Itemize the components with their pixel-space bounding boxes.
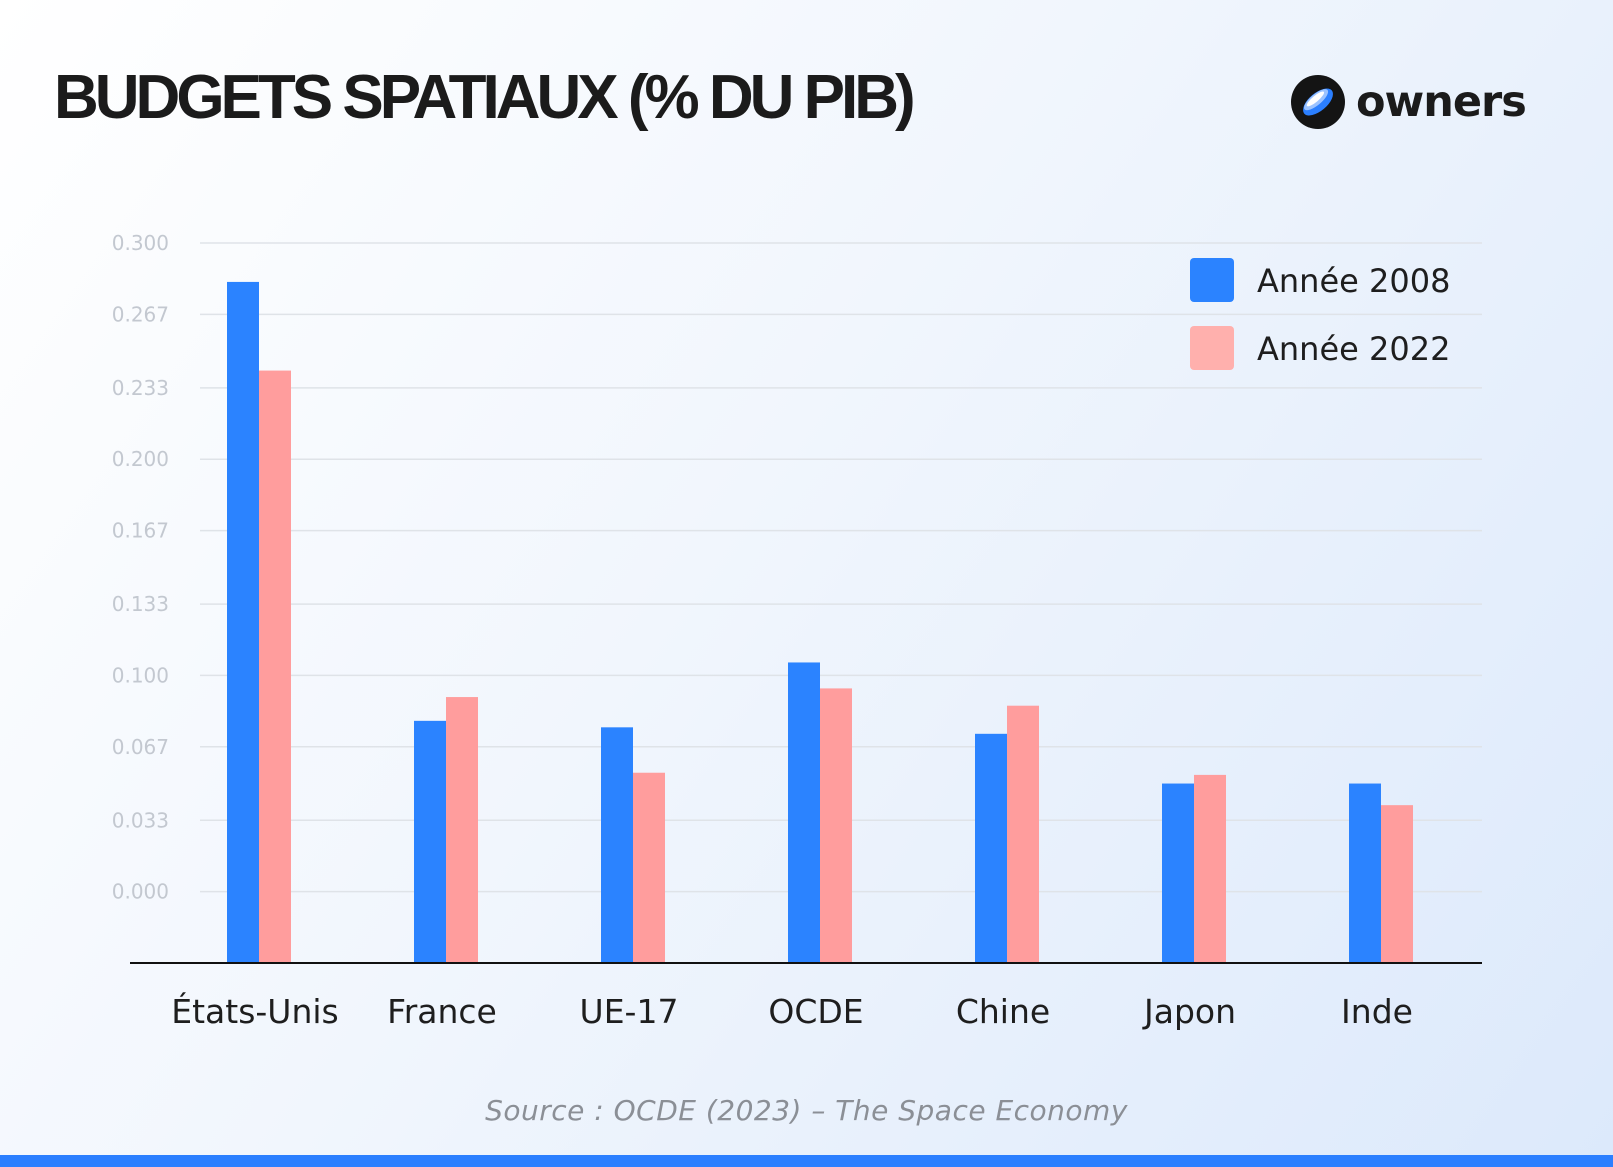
brand-logo: owners: [1290, 72, 1527, 132]
bar-2022-3: [820, 688, 852, 963]
source-note: Source : OCDE (2023) – The Space Economy: [485, 1094, 1128, 1127]
legend-swatch: [1190, 258, 1234, 302]
bar-2022-5: [1194, 774, 1226, 963]
x-tick-label: Japon: [1142, 992, 1236, 1031]
bar-2008-0: [227, 281, 259, 963]
bar-2022-4: [1007, 705, 1039, 963]
y-tick-label: 0.067: [112, 735, 169, 759]
y-tick-label: 0.133: [112, 592, 169, 616]
owners-logo-icon: [1291, 75, 1345, 129]
bar-2022-6: [1381, 805, 1413, 963]
bar-2008-4: [975, 733, 1007, 963]
y-tick-label: 0.300: [112, 231, 169, 255]
bar-2022-0: [259, 370, 291, 963]
bar-2008-1: [414, 720, 446, 963]
y-tick-label: 0.167: [112, 519, 169, 543]
y-tick-label: 0.233: [112, 376, 169, 400]
y-axis-ticks: 0.300 0.267 0.233 0.200 0.167 0.133 0.100 0.067…: [112, 231, 169, 904]
x-tick-label: États-Unis: [171, 991, 338, 1031]
page-title: BUDGETS SPATIAUX (% DU PIB): [54, 63, 916, 132]
legend-label: Année 2008: [1257, 262, 1450, 300]
legend-label: Année 2022: [1257, 330, 1450, 368]
legend-swatch: [1190, 326, 1234, 370]
bar-2008-3: [788, 662, 820, 963]
x-tick-label: OCDE: [768, 992, 863, 1031]
bar-2008-5: [1162, 783, 1194, 963]
x-tick-label: UE-17: [580, 992, 679, 1031]
x-tick-label: France: [387, 992, 497, 1031]
y-tick-label: 0.033: [112, 808, 169, 832]
y-tick-label: 0.100: [112, 663, 169, 687]
bar-2022-2: [633, 772, 665, 963]
x-axis-labels: États-Unis France UE-17 OCDE Chine Japon Inde: [171, 991, 1413, 1031]
x-tick-label: Inde: [1341, 992, 1413, 1031]
y-tick-label: 0.200: [112, 447, 169, 471]
legend: Année 2008 Année 2022: [1190, 258, 1450, 370]
x-tick-label: Chine: [956, 992, 1050, 1031]
bars: [227, 281, 1413, 963]
bar-2008-6: [1349, 783, 1381, 963]
bottom-accent-bar: [0, 1155, 1613, 1167]
brand-name: owners: [1356, 76, 1527, 127]
bar-2008-2: [601, 727, 633, 963]
bar-2022-1: [446, 697, 478, 963]
y-tick-label: 0.000: [112, 880, 169, 904]
y-tick-label: 0.267: [112, 302, 169, 326]
